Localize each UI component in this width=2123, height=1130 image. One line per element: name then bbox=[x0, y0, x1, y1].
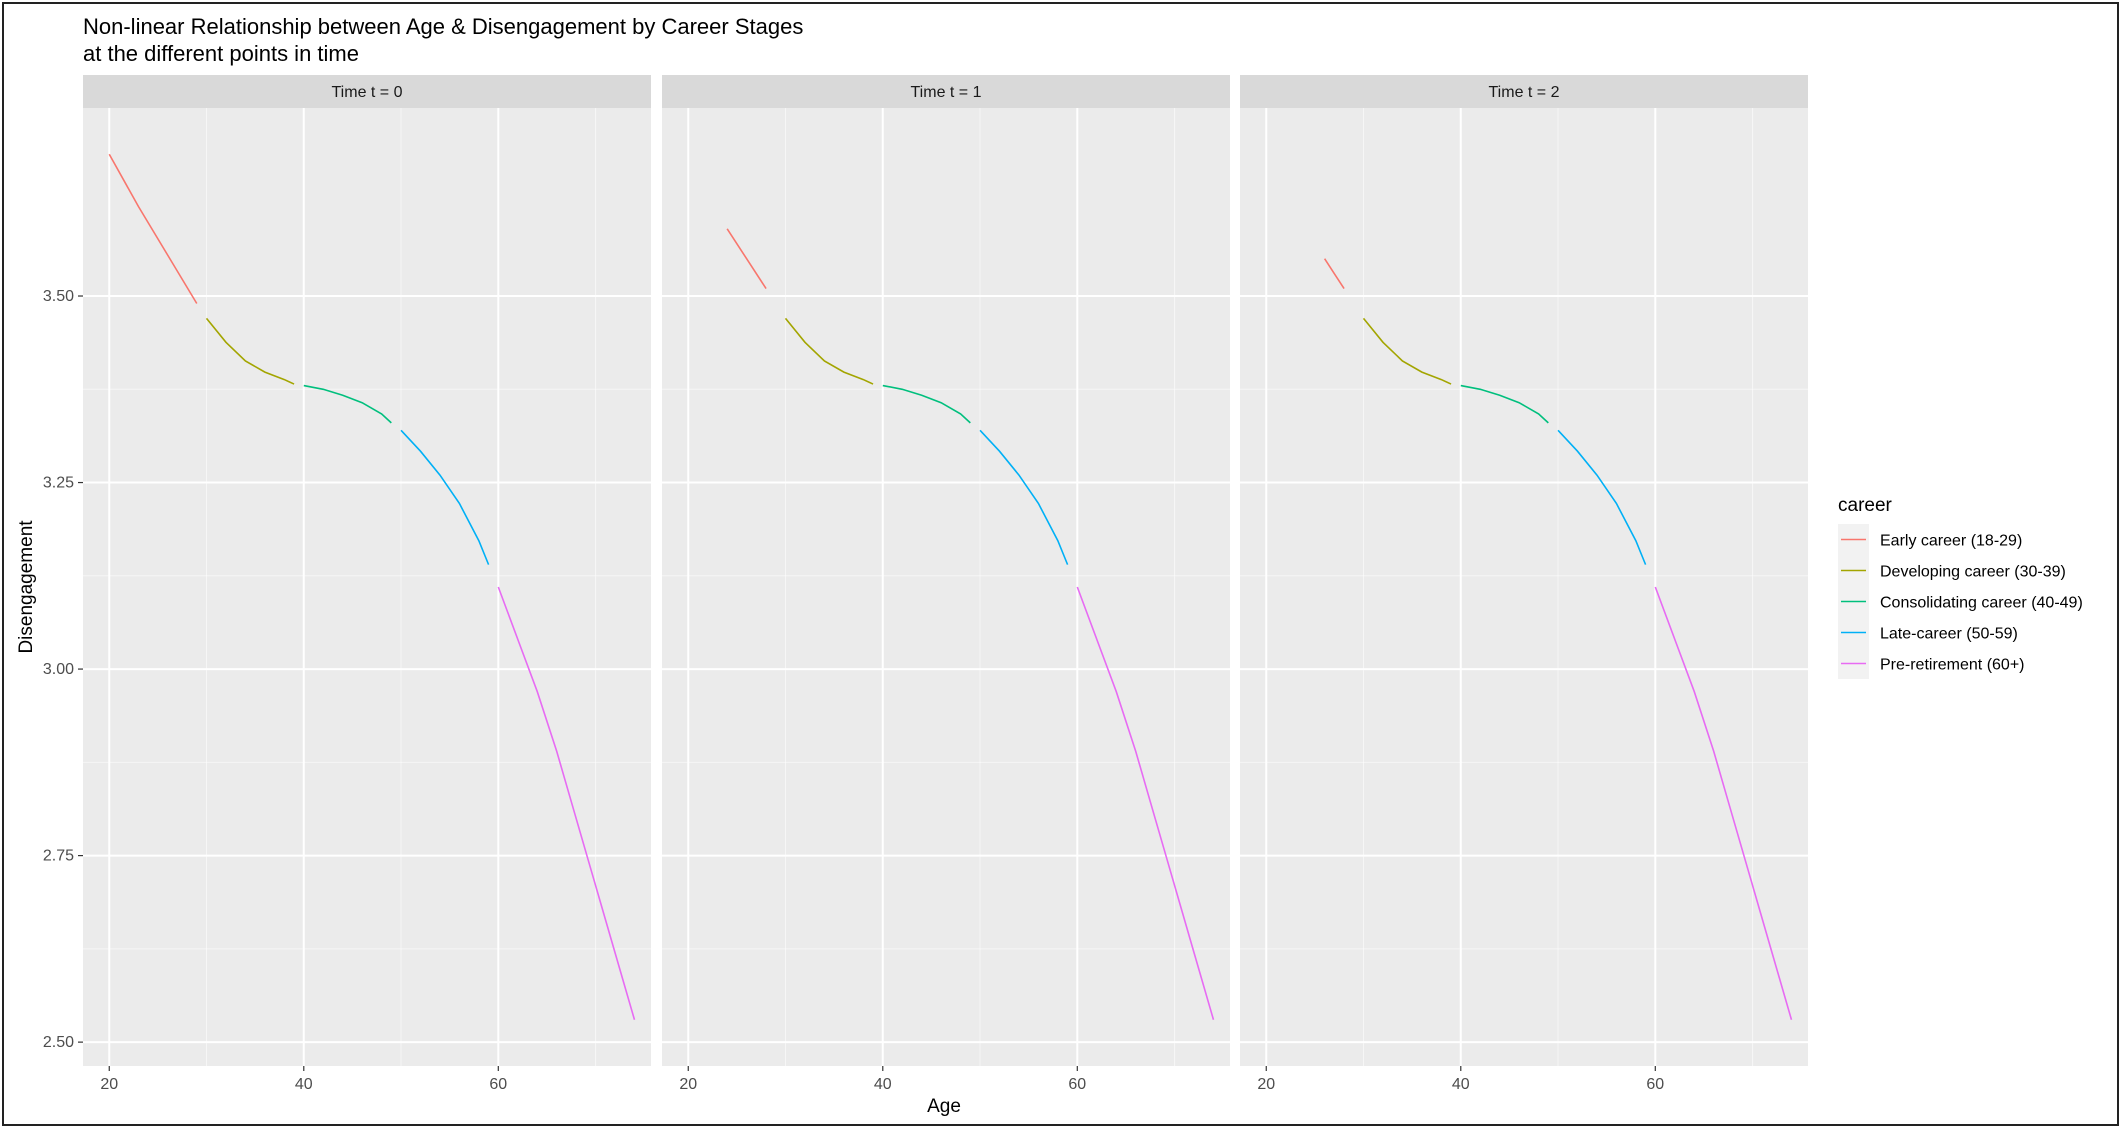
y-tick-label: 2.75 bbox=[43, 848, 74, 865]
facet-strip-label: Time t = 0 bbox=[332, 84, 403, 101]
x-tick-label: 40 bbox=[1452, 1076, 1470, 1093]
facet-strip bbox=[1240, 75, 1808, 108]
legend-title: career bbox=[1838, 495, 1893, 516]
y-tick-label: 3.50 bbox=[43, 288, 74, 305]
y-tick-label: 3.00 bbox=[43, 661, 74, 678]
y-tick-label: 3.25 bbox=[43, 475, 74, 492]
x-tick-label: 20 bbox=[1257, 1076, 1275, 1093]
y-tick-label: 2.50 bbox=[43, 1034, 74, 1051]
x-tick-label: 20 bbox=[679, 1076, 697, 1093]
facet-panel: Time t = 2 20 40 60 bbox=[1240, 75, 1808, 1093]
panel-background bbox=[83, 108, 651, 1066]
facet-strip bbox=[83, 75, 651, 108]
series-line bbox=[1323, 258, 1345, 289]
panel-background bbox=[1240, 108, 1808, 1066]
series-line bbox=[979, 429, 1069, 565]
facet-panel: Time t = 1 20 40 60 bbox=[662, 75, 1230, 1093]
series-line bbox=[303, 384, 392, 424]
legend-item-label: Late-career (50-59) bbox=[1880, 626, 2018, 643]
series-line bbox=[1076, 586, 1215, 1020]
series-line bbox=[1557, 429, 1647, 565]
series-line bbox=[784, 317, 874, 385]
facet-strip bbox=[662, 75, 1230, 108]
x-tick-label: 40 bbox=[874, 1076, 892, 1093]
series-line bbox=[1362, 317, 1452, 385]
legend-item-label: Pre-retirement (60+) bbox=[1880, 657, 2025, 674]
series-line bbox=[108, 153, 198, 304]
chart-title: Non-linear Relationship between Age & Di… bbox=[83, 14, 803, 39]
legend-item-label: Consolidating career (40-49) bbox=[1880, 595, 2083, 612]
legend: career Early career (18-29) Developing car… bbox=[1838, 495, 2083, 679]
x-tick-label: 60 bbox=[1068, 1076, 1086, 1093]
facet-strip-label: Time t = 1 bbox=[911, 84, 982, 101]
series-line bbox=[726, 228, 767, 289]
legend-item-label: Early career (18-29) bbox=[1880, 533, 2022, 550]
x-tick-label: 60 bbox=[489, 1076, 507, 1093]
series-line bbox=[205, 317, 295, 385]
chart-subtitle: at the different points in time bbox=[83, 41, 359, 66]
panel-background bbox=[662, 108, 1230, 1066]
x-tick-label: 40 bbox=[295, 1076, 313, 1093]
legend-item-label: Developing career (30-39) bbox=[1880, 564, 2066, 581]
x-axis-title: Age bbox=[927, 1096, 961, 1117]
x-tick-label: 20 bbox=[100, 1076, 118, 1093]
series-line bbox=[497, 586, 636, 1020]
y-axis-title: Disengagement bbox=[16, 520, 37, 654]
series-line bbox=[1460, 384, 1549, 424]
facet-strip-label: Time t = 2 bbox=[1489, 84, 1560, 101]
series-line bbox=[882, 384, 971, 424]
series-line bbox=[1654, 586, 1793, 1020]
series-line bbox=[400, 429, 490, 565]
x-tick-label: 60 bbox=[1646, 1076, 1664, 1093]
facet-panel: Time t = 0 20 40 60 bbox=[83, 75, 651, 1093]
